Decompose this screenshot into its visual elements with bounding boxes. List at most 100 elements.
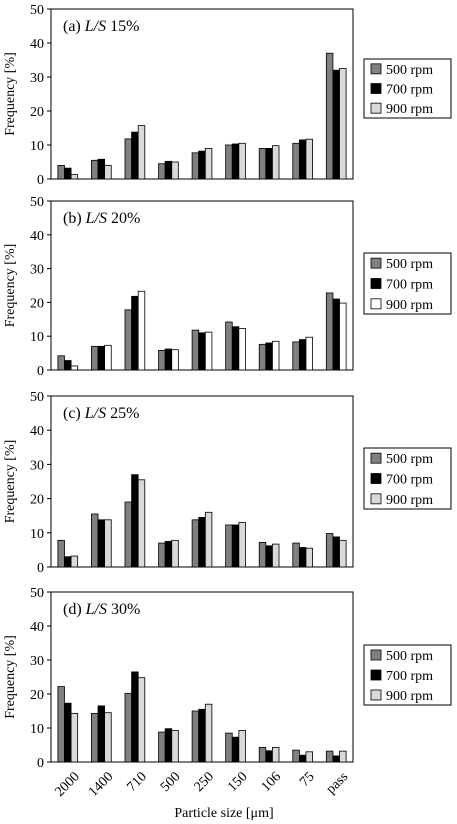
legend-entry: 900 rpm [386,102,433,117]
bar [104,344,112,371]
bar [231,736,240,763]
bar [332,536,340,568]
bar [171,161,179,180]
legend: 500 rpm 700 rpm 900 rpm [363,447,452,510]
y-tick-label: 30 [30,458,44,473]
bar [97,705,106,763]
bar [204,331,213,371]
y-axis-label: Frequency [%] [3,244,18,328]
y-tick-label: 30 [30,71,44,86]
y-tick-label: 10 [30,527,44,542]
bar [298,547,307,568]
y-tick-label: 20 [30,688,44,703]
panel-label: (b) L/S 20% [63,210,140,227]
bar [305,336,313,371]
legend-swatch [370,298,382,310]
legend-swatch [370,649,382,661]
legend-swatch [370,473,382,484]
bar [272,746,280,763]
x-tick-label: 106 [259,769,284,794]
bar [225,524,233,568]
bar [57,164,65,180]
bar [131,131,139,180]
legend-entry: 500 rpm [386,452,433,467]
bar [104,519,112,568]
y-tick-label: 50 [30,390,44,405]
bar [258,541,267,568]
bar [332,755,340,763]
bar [70,365,79,371]
legend-entry: 700 rpm [386,278,433,293]
bar [164,728,173,763]
legend-entry: 500 rpm [386,257,433,272]
bar [332,69,340,180]
bar [64,702,72,763]
bar [97,345,106,371]
chart-panel-b: 0 10 20 30 40 50 Frequency [%] (b) L/S 20% 500 r… [3,195,452,379]
y-tick-label: 30 [30,263,44,278]
bar [292,542,300,568]
legend-entry: 900 rpm [386,298,433,313]
legend-entry: 900 rpm [386,493,433,508]
bar [265,147,273,180]
chart-panel-c: 0 10 20 30 40 50 Frequency [%] (c) L/S 25% 500 r… [3,390,452,576]
y-tick-label: 30 [30,654,44,669]
bar [231,326,240,371]
bar [238,729,246,763]
bar [225,144,233,180]
bar [70,174,79,180]
bar [158,542,166,568]
y-tick-label: 10 [30,722,44,737]
y-axis-label: Frequency [%] [3,52,18,136]
bar [137,290,146,371]
bar [298,339,307,371]
bar [339,302,347,371]
bar [191,329,200,371]
bar [91,712,99,763]
x-tick-label: 2000 [52,769,82,799]
bar [171,539,179,568]
bar [70,555,79,568]
bar [171,349,179,371]
bar [91,345,99,371]
bar [258,746,267,763]
y-tick-label: 40 [30,37,44,52]
x-tick-label: 500 [158,769,183,794]
legend-entry: 900 rpm [386,689,433,704]
bar [272,145,280,180]
legend-swatch [370,257,382,269]
bar [164,160,173,180]
bar [339,750,347,763]
bar [292,749,300,763]
bar [164,348,173,371]
legend-swatch [370,63,382,75]
bar [238,142,246,180]
bar [305,547,313,568]
panel-label: (a) L/S 15% [63,18,139,35]
bar [265,545,273,568]
x-tick-label: 75 [297,769,318,790]
bar [265,342,273,371]
bar [104,712,112,763]
legend-swatch [370,493,382,505]
y-tick-label: 40 [30,229,44,244]
legend-entry: 700 rpm [386,83,433,98]
bar [258,147,267,180]
bar [238,522,246,568]
panel-label: (c) L/S 25% [63,405,139,422]
bar [124,138,132,180]
legend-swatch [370,452,382,464]
bar [131,474,139,568]
bar [305,138,313,180]
legend-entry: 700 rpm [386,669,433,684]
y-tick-label: 10 [30,330,44,345]
legend-swatch [370,83,382,94]
bar [298,754,307,763]
bar [131,295,139,371]
bar [298,139,307,180]
bar [265,750,273,763]
y-tick-label: 0 [37,756,44,771]
chart-panel-d: 0 10 20 30 40 50 Frequency [%] (d) L/S 30% 500 r… [3,586,452,821]
bar [339,68,347,180]
bar [64,556,72,568]
